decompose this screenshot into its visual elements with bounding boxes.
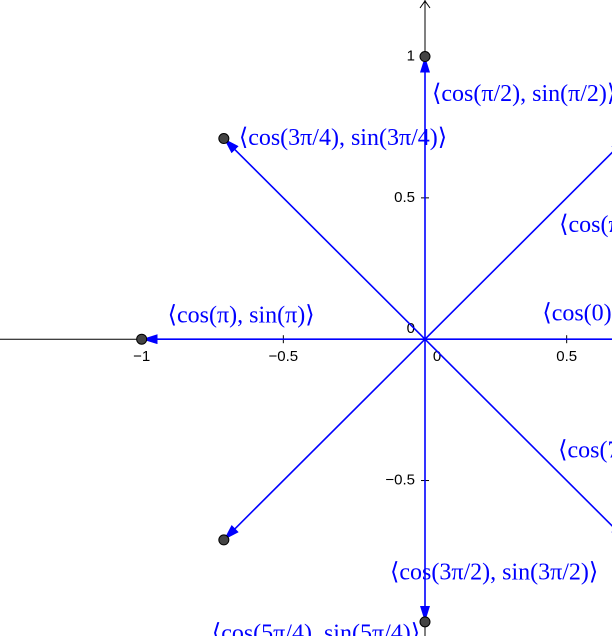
point (218, 133, 230, 145)
vector-label: ⟨cos(π/4), sin(π/4)⟩ (559, 212, 612, 238)
vector-label: ⟨cos(7π/4), sin(7π/4)⟩ (558, 437, 612, 463)
vector (223, 137, 426, 340)
y-tick-label: 0 (407, 320, 415, 337)
y-axis-arrow (419, 0, 431, 9)
point (419, 616, 431, 628)
x-tick-label: 0 (433, 348, 441, 365)
y-tick-label: −0.5 (385, 472, 415, 489)
vector (424, 338, 612, 540)
point (218, 534, 230, 546)
vector (424, 138, 612, 340)
vector-label: ⟨cos(0), sin(0)⟩ (542, 301, 612, 327)
y-tick-label: 0.5 (394, 189, 415, 206)
vector-label: ⟨cos(π), sin(π)⟩ (168, 303, 315, 329)
vector-label: ⟨cos(3π/4), sin(3π/4)⟩ (239, 125, 447, 151)
point (419, 51, 431, 63)
x-tick-label: 0.5 (556, 348, 577, 365)
x-tick-label: −1 (133, 348, 150, 365)
x-tick-label: −0.5 (269, 348, 299, 365)
y-tick-label: 1 (407, 48, 415, 65)
vector (223, 338, 426, 541)
point (136, 333, 148, 345)
vector-label: ⟨cos(3π/2), sin(3π/2)⟩ (390, 559, 598, 585)
vector-label: ⟨cos(π/2), sin(π/2)⟩ (432, 81, 612, 107)
vector-label: ⟨cos(5π/4), sin(5π/4)⟩ (212, 620, 420, 636)
